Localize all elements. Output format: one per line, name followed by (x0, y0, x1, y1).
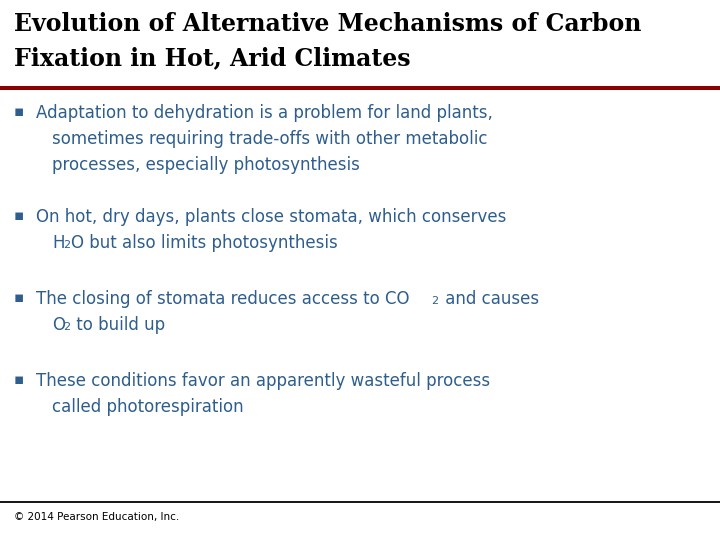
Text: © 2014 Pearson Education, Inc.: © 2014 Pearson Education, Inc. (14, 512, 179, 522)
Text: Fixation in Hot, Arid Climates: Fixation in Hot, Arid Climates (14, 46, 410, 70)
Text: 2: 2 (431, 296, 438, 306)
Text: On hot, dry days, plants close stomata, which conserves: On hot, dry days, plants close stomata, … (36, 208, 506, 226)
Text: processes, especially photosynthesis: processes, especially photosynthesis (52, 156, 360, 174)
Text: ▪: ▪ (14, 208, 24, 223)
Text: to build up: to build up (71, 316, 165, 334)
Text: The closing of stomata reduces access to CO: The closing of stomata reduces access to… (36, 290, 410, 308)
Text: O but also limits photosynthesis: O but also limits photosynthesis (71, 234, 338, 252)
Text: These conditions favor an apparently wasteful process: These conditions favor an apparently was… (36, 372, 490, 390)
Text: Evolution of Alternative Mechanisms of Carbon: Evolution of Alternative Mechanisms of C… (14, 12, 642, 36)
Text: Adaptation to dehydration is a problem for land plants,: Adaptation to dehydration is a problem f… (36, 104, 493, 122)
Text: ▪: ▪ (14, 104, 24, 119)
Text: H: H (52, 234, 65, 252)
Text: and causes: and causes (440, 290, 539, 308)
Text: ▪: ▪ (14, 372, 24, 387)
Text: ▪: ▪ (14, 290, 24, 305)
Text: called photorespiration: called photorespiration (52, 398, 243, 416)
Text: 2: 2 (63, 322, 70, 332)
Text: O: O (52, 316, 65, 334)
Text: sometimes requiring trade-offs with other metabolic: sometimes requiring trade-offs with othe… (52, 130, 487, 148)
Text: 2: 2 (63, 240, 70, 250)
